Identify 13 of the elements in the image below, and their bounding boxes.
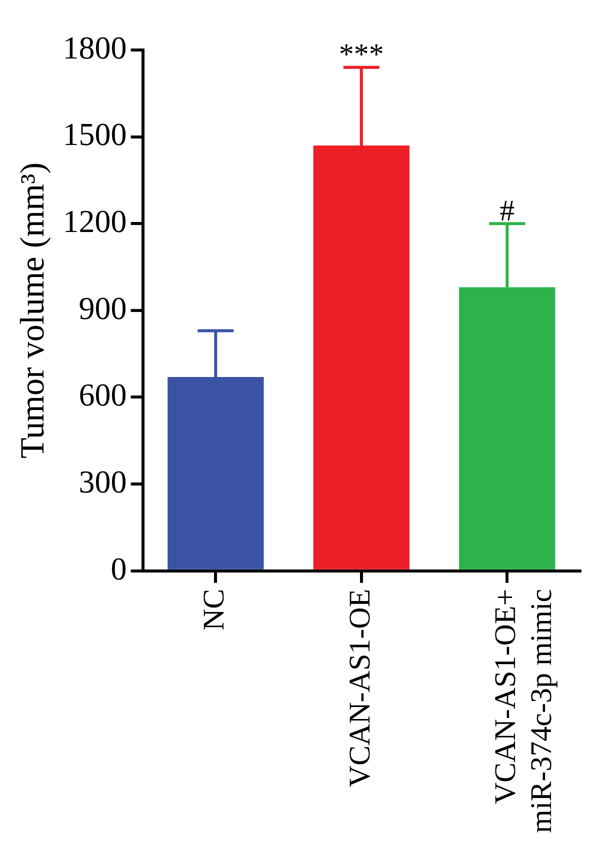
x-tick-label: VCAN-AS1-OE [343,588,376,788]
annotation: *** [338,38,384,72]
y-axis-title: Tumor volume (mm³) [14,162,52,458]
y-tick-label: 0 [110,550,127,586]
x-tick-label: NC [198,588,231,631]
y-tick-label: 1800 [62,29,127,66]
y-tick-label: 300 [78,463,127,500]
annotation: # [500,194,515,228]
y-tick-label: 1200 [62,203,127,240]
y-tick-label: 900 [78,290,127,326]
x-tick-label: VCAN-AS1-OE+ miR-374c-3p mimic [489,588,558,834]
y-tick-label: 1500 [62,116,127,152]
y-tick-label: 600 [78,376,127,413]
